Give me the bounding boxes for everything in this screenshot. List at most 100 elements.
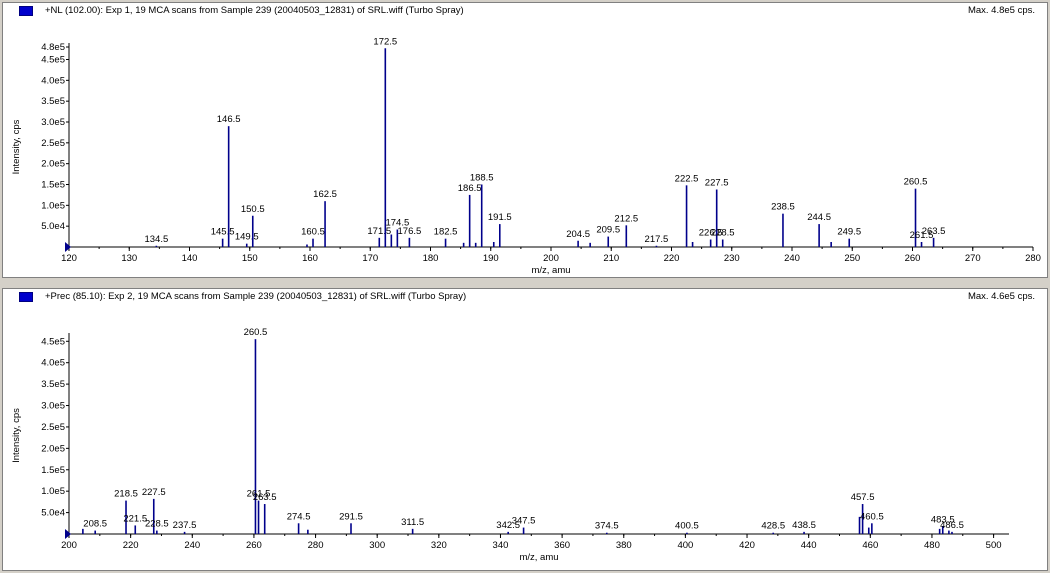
prec-spectrum-chart[interactable]: 200 220 240 260 280 300 320 340 360 380 400 420 440 4… [3,289,1047,570]
x-tick-label: 320 [431,540,447,551]
x-tick-label: 200 [543,253,559,264]
peak-label: 204.5 [566,229,590,240]
peak-label: 238.5 [771,202,795,213]
x-tick-label: 120 [61,253,77,264]
peak-label: 226.5 [699,228,723,239]
y-tick-label: 1.0e5 [41,486,65,497]
y-tick-label: 3.0e5 [41,401,65,412]
peak-label: 171.5 [367,226,391,237]
x-tick-label: 460 [862,540,878,551]
peak-label: 291.5 [339,511,363,522]
x-tick-label: 260 [905,253,921,264]
x-tick-label: 240 [784,253,800,264]
x-tick-label: 210 [603,253,619,264]
baseline-marker [65,529,71,539]
trace-color-marker[interactable] [19,6,33,16]
x-tick-label: 130 [121,253,137,264]
peak-label: 486.5 [940,520,964,531]
peak-label: 217.5 [645,234,669,245]
y-tick-label: 5.0e4 [41,508,65,519]
peak-label: 212.5 [614,213,638,224]
pane-splitter[interactable] [0,279,1050,287]
y-tick-label: 1.5e5 [41,465,65,476]
peak-label: 218.5 [114,489,138,500]
y-tick-label: 2.5e5 [41,422,65,433]
y-axis-title: Intensity, cps [11,119,22,174]
peak-label: 274.5 [287,511,311,522]
x-tick-label: 340 [493,540,509,551]
x-tick-label: 500 [986,540,1002,551]
y-tick-label: 4.5e5 [41,336,65,347]
peak-label: 145.5 [211,227,235,238]
y-tick-label: 1.0e5 [41,200,65,211]
x-tick-label: 260 [246,540,262,551]
y-tick-label: 4.5e5 [41,55,65,66]
x-tick-label: 420 [739,540,755,551]
x-tick-label: 170 [362,253,378,264]
peak-label: 227.5 [142,487,166,498]
x-tick-label: 300 [369,540,385,551]
y-tick-label: 3.0e5 [41,117,65,128]
y-tick-label: 3.5e5 [41,379,65,390]
baseline-marker [65,242,71,252]
trace-color-marker[interactable] [19,292,33,302]
x-tick-label: 150 [242,253,258,264]
y-tick-label: 2.0e5 [41,159,65,170]
y-tick-label: 4.0e5 [41,75,65,86]
peak-label: 260.5 [904,177,928,188]
y-axis-title: Intensity, cps [11,408,22,463]
x-tick-label: 230 [724,253,740,264]
pane-title-bar: +NL (102.00): Exp 1, 19 MCA scans from S… [3,3,1047,19]
peak-label: 176.5 [398,226,422,237]
x-tick-label: 220 [123,540,139,551]
max-intensity-label: Max. 4.8e5 cps. [967,5,1035,16]
peak-label: 438.5 [792,520,816,531]
x-tick-label: 440 [801,540,817,551]
peak-label: 134.5 [144,234,168,245]
nl-spectrum-chart[interactable]: 120 130 140 150 160 170 180 190 200 210 220 230 240 2… [3,3,1047,277]
x-tick-label: 220 [664,253,680,264]
x-tick-label: 270 [965,253,981,264]
peak-label: 149.5 [235,232,259,243]
peak-label: 347.5 [512,516,536,527]
y-tick-label: 3.5e5 [41,96,65,107]
spectrum-pane-prec: +Prec (85.10): Exp 2, 19 MCA scans from … [2,288,1048,571]
peak-label: 261.5 [910,230,934,241]
x-tick-label: 380 [616,540,632,551]
x-tick-label: 280 [308,540,324,551]
x-tick-label: 240 [184,540,200,551]
peak-label: 160.5 [301,227,325,238]
peak-label: 244.5 [807,212,831,223]
x-tick-label: 280 [1025,253,1041,264]
max-intensity-label: Max. 4.6e5 cps. [967,291,1035,302]
spectrum-pane-nl: +NL (102.00): Exp 1, 19 MCA scans from S… [2,2,1048,278]
peak-label: 457.5 [851,492,875,503]
peak-label: 150.5 [241,204,265,215]
peak-label: 172.5 [373,36,397,47]
peak-label: 162.5 [313,189,337,200]
peak-label: 428.5 [761,521,785,532]
x-axis-title: m/z, amu [531,265,570,276]
peak-label: 209.5 [596,225,620,236]
y-tick-label: 1.5e5 [41,180,65,191]
peak-label: 208.5 [83,519,107,530]
peak-label: 263.5 [253,492,277,503]
peak-label: 228.5 [711,228,735,239]
x-tick-label: 200 [61,540,77,551]
x-tick-label: 190 [483,253,499,264]
peak-label: 263.5 [922,226,946,237]
pane-title: +Prec (85.10): Exp 2, 19 MCA scans from … [45,291,467,302]
peak-label: 400.5 [675,521,699,532]
x-tick-label: 250 [844,253,860,264]
peak-label: 228.5 [145,519,169,530]
peak-label: 374.5 [595,521,619,532]
peak-label: 191.5 [488,212,512,223]
peak-label: 342.5 [496,520,520,531]
peak-label: 227.5 [705,178,729,189]
peak-label: 260.5 [244,327,268,338]
x-tick-label: 140 [182,253,198,264]
peak-label: 221.5 [123,513,147,524]
peak-label: 188.5 [470,173,494,184]
x-tick-label: 400 [677,540,693,551]
x-tick-label: 480 [924,540,940,551]
